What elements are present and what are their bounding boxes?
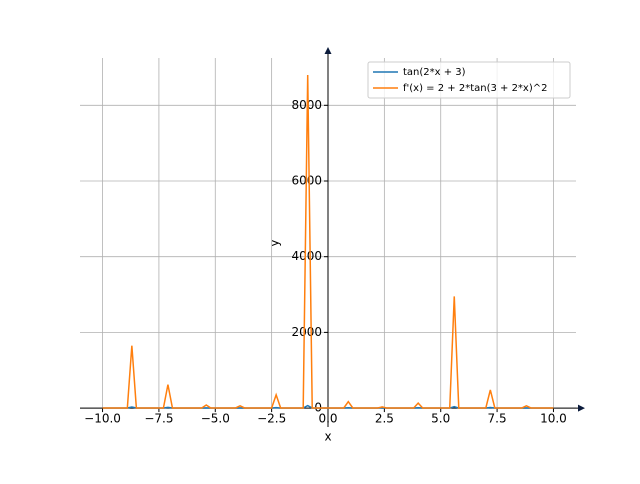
x-tick-label: −10.0	[84, 412, 121, 426]
y-axis-arrow	[324, 47, 332, 54]
y-tick-label: 4000	[291, 249, 322, 263]
y-tick-label: 2000	[291, 325, 322, 339]
x-axis-arrow	[578, 404, 585, 412]
x-tick-label: 5.0	[431, 412, 450, 426]
x-tick-label: −2.5	[257, 412, 286, 426]
x-axis-label: x	[324, 430, 331, 444]
legend-label: f'(x) = 2 + 2*tan(3 + 2*x)^2	[403, 83, 548, 94]
y-axis-label: y	[268, 239, 282, 246]
x-tick-label: 10.0	[540, 412, 567, 426]
line	[102, 75, 554, 409]
legend-box	[367, 61, 571, 99]
legend-label: tan(2*x + 3)	[403, 67, 466, 78]
x-tick-label: −7.5	[144, 412, 173, 426]
legend: tan(2*x + 3) f'(x) = 2 + 2*tan(3 + 2*x)^2	[367, 61, 571, 99]
x-tick-label: 7.5	[488, 412, 507, 426]
x-tick-label: 2.5	[375, 412, 394, 426]
x-tick-label: −5.0	[201, 412, 230, 426]
